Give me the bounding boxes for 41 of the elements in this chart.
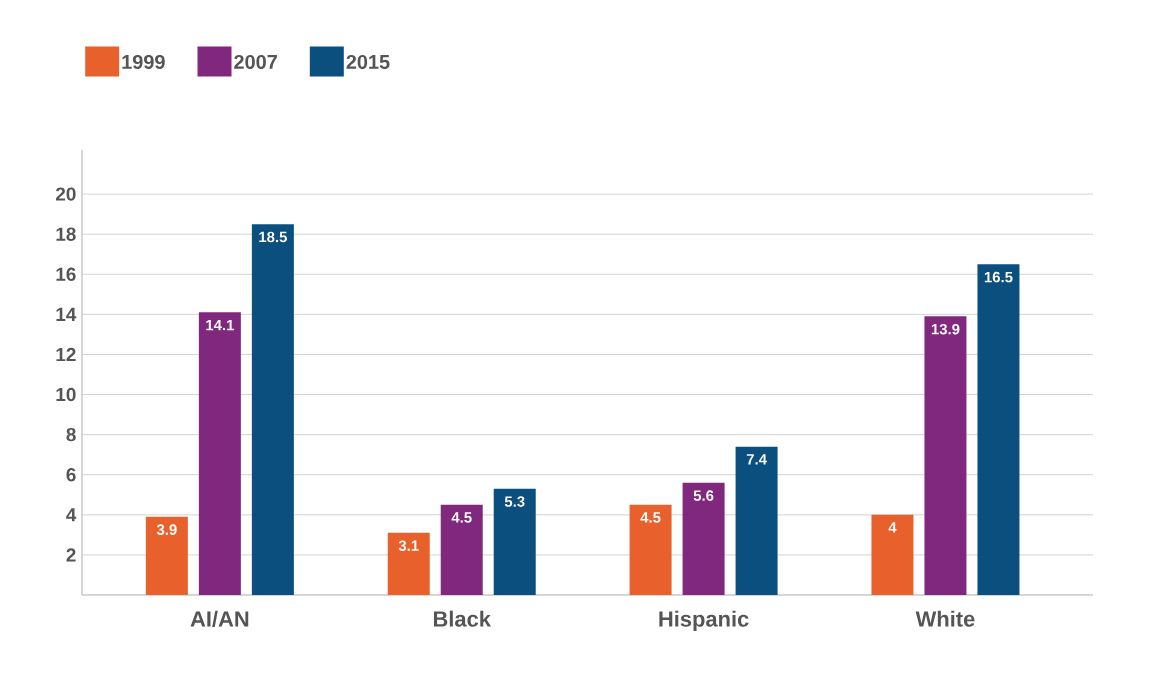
data-label: 5.6: [693, 490, 714, 501]
y-tick-label: 6: [66, 468, 76, 482]
bar: [977, 264, 1020, 595]
y-tick-label: 16: [56, 267, 76, 281]
bar: [924, 316, 967, 595]
y-tick-label: 2: [66, 548, 76, 562]
data-label: 5.3: [504, 496, 525, 507]
legend-label: 2015: [346, 54, 390, 69]
x-tick-label: Hispanic: [659, 610, 749, 632]
x-tick-label: AI/AN: [190, 610, 249, 627]
y-tick-label: 10: [56, 387, 76, 402]
bar: [145, 516, 188, 595]
data-label: 18.5: [259, 231, 287, 243]
bar: [735, 446, 778, 595]
x-tick-label: Black: [433, 610, 491, 627]
y-tick-label: 4: [66, 508, 77, 522]
data-label: 13.9: [931, 323, 960, 335]
x-tick-label: White: [915, 610, 975, 627]
y-tick-label: 8: [66, 427, 76, 442]
bar: [682, 482, 725, 595]
data-label: 4: [888, 522, 897, 533]
data-label: 14.1: [206, 319, 234, 331]
legend-label: 2007: [234, 54, 277, 69]
data-label: 4.5: [640, 512, 661, 523]
legend-label: 1999: [122, 54, 165, 69]
data-label: 3.1: [398, 540, 419, 551]
y-tick-label: 18: [56, 227, 76, 241]
y-tick-label: 20: [55, 187, 76, 201]
bar: [251, 224, 294, 595]
y-tick-label: 14: [56, 307, 77, 321]
bar: [493, 488, 536, 595]
data-label: 4.5: [451, 512, 472, 523]
bar: [871, 514, 914, 595]
data-label: 3.9: [156, 524, 177, 535]
bar: [629, 504, 672, 595]
data-label: 7.4: [746, 454, 767, 465]
bar: [387, 532, 430, 595]
bar: [198, 312, 241, 595]
bar: [440, 504, 483, 595]
y-tick-label: 12: [56, 347, 76, 362]
data-label: 16.5: [984, 271, 1013, 283]
